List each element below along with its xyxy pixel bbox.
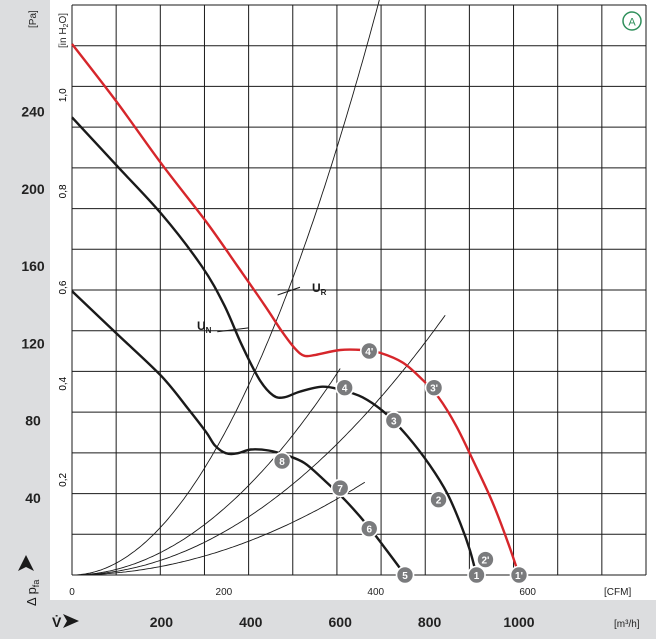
fan-curve-series-2 xyxy=(71,116,478,576)
leader-line-ur xyxy=(277,286,301,296)
m3h-tick-label: 1000 xyxy=(503,614,534,630)
operating-point-marker xyxy=(359,341,379,361)
fan-curves xyxy=(71,43,521,576)
operating-points: 1 2 3 4 5 6 7 8 1' 2' 3' 4' xyxy=(272,341,529,585)
badge-circle xyxy=(622,11,642,31)
leader-line-un xyxy=(217,327,249,333)
pa-tick-label: 40 xyxy=(25,490,41,506)
inh2o-tick-label: 1,0 xyxy=(58,88,69,102)
system-curve xyxy=(72,368,341,576)
operating-point-label: 3 xyxy=(391,417,397,428)
m3h-tick-label: 600 xyxy=(329,614,353,630)
system-curve xyxy=(72,481,366,576)
operating-point-6: 6 xyxy=(359,519,379,538)
m3h-tick-label: 200 xyxy=(150,614,174,630)
operating-point-marker xyxy=(424,378,444,397)
inh2o-tick-label: 0,4 xyxy=(58,376,69,390)
inh2o-tick-label: 0,6 xyxy=(58,280,69,294)
operating-point-marker xyxy=(476,550,495,569)
operating-point-label: 6 xyxy=(366,525,372,536)
operating-point-label: 4 xyxy=(342,384,348,395)
pa-tick-label: 160 xyxy=(21,258,45,274)
m3h-unit-label: [m³/h] xyxy=(614,619,640,630)
pa-tick-label: 200 xyxy=(21,181,45,197)
fan-curve-series-3 xyxy=(71,290,406,576)
operating-point-8: 8 xyxy=(272,451,292,471)
left-axis-band xyxy=(0,0,50,639)
curve-label-ur: UR xyxy=(312,281,327,297)
operating-point-marker xyxy=(467,565,486,585)
chart-badge: A xyxy=(622,11,642,31)
fan-curve-series-1 xyxy=(71,43,521,576)
operating-point-marker xyxy=(335,378,354,397)
pa-tick-label: 120 xyxy=(21,335,45,351)
operating-point-1p: 1' xyxy=(509,565,529,585)
operating-point-label: 5 xyxy=(402,571,408,582)
inh2o-tick-label: 0,8 xyxy=(58,184,69,198)
operating-point-marker xyxy=(384,411,404,430)
operating-point-label: 2' xyxy=(481,556,489,567)
cfm-tick-label: 400 xyxy=(367,587,384,598)
system-curve xyxy=(72,314,446,576)
system-curves xyxy=(72,0,446,576)
cfm-tick-label: 600 xyxy=(519,587,536,598)
m3h-tick-label: 400 xyxy=(239,614,263,630)
cfm-unit-label: [CFM] xyxy=(604,587,631,598)
pa-unit-label: [Pa] xyxy=(28,10,39,28)
operating-point-marker xyxy=(395,565,415,585)
grid xyxy=(71,4,647,576)
operating-point-marker xyxy=(429,490,448,509)
pa-axis: 40 80 120 160 200 240 [Pa] Δ pfa xyxy=(18,10,45,606)
operating-point-3: 3 xyxy=(384,411,404,430)
operating-point-label: 7 xyxy=(337,484,343,495)
m3h-tick-label: 800 xyxy=(418,614,442,630)
inh2o-unit-label: [in H2O] xyxy=(58,13,70,48)
operating-point-7: 7 xyxy=(330,478,350,498)
pressure-symbol: Δ pfa xyxy=(24,580,41,606)
cfm-axis: 0 200 400 600 [CFM] xyxy=(69,587,631,598)
operating-point-1: 1 xyxy=(467,565,486,585)
operating-point-label: 8 xyxy=(279,457,285,468)
operating-point-label: 3' xyxy=(430,384,438,395)
operating-point-marker xyxy=(272,451,292,471)
operating-point-4: 4 xyxy=(335,378,354,397)
pa-tick-label: 240 xyxy=(21,104,45,120)
operating-point-marker xyxy=(330,478,350,498)
operating-point-4p: 4' xyxy=(359,341,379,361)
operating-point-marker xyxy=(359,519,379,538)
cfm-tick-label: 200 xyxy=(216,587,233,598)
operating-point-label: 1' xyxy=(515,571,523,582)
operating-point-2: 2 xyxy=(429,490,448,509)
flow-arrow xyxy=(63,614,79,628)
inh2o-axis: 0,2 0,4 0,6 0,8 1,0 [in H2O] xyxy=(58,13,70,487)
operating-point-label: 1 xyxy=(474,571,480,582)
m3h-axis: 200 400 600 800 1000 [m³/h] V̇ xyxy=(52,614,640,630)
operating-point-marker xyxy=(509,565,529,585)
cfm-tick-label: 0 xyxy=(69,587,75,598)
operating-point-label: 2 xyxy=(436,496,442,507)
operating-point-3p: 3' xyxy=(424,378,444,397)
system-curve xyxy=(72,0,380,576)
inh2o-tick-label: 0,2 xyxy=(58,472,69,486)
pa-tick-label: 80 xyxy=(25,413,41,429)
operating-point-5: 5 xyxy=(395,565,415,585)
operating-point-label: 4' xyxy=(365,347,373,358)
curve-labels: UR UN xyxy=(197,281,327,335)
flow-symbol: V̇ xyxy=(52,614,62,630)
bottom-axis-band xyxy=(0,600,656,639)
curve-label-un: UN xyxy=(197,319,212,335)
badge-label: A xyxy=(628,17,636,29)
pressure-arrow xyxy=(18,555,34,571)
operating-point-2p: 2' xyxy=(476,550,495,569)
